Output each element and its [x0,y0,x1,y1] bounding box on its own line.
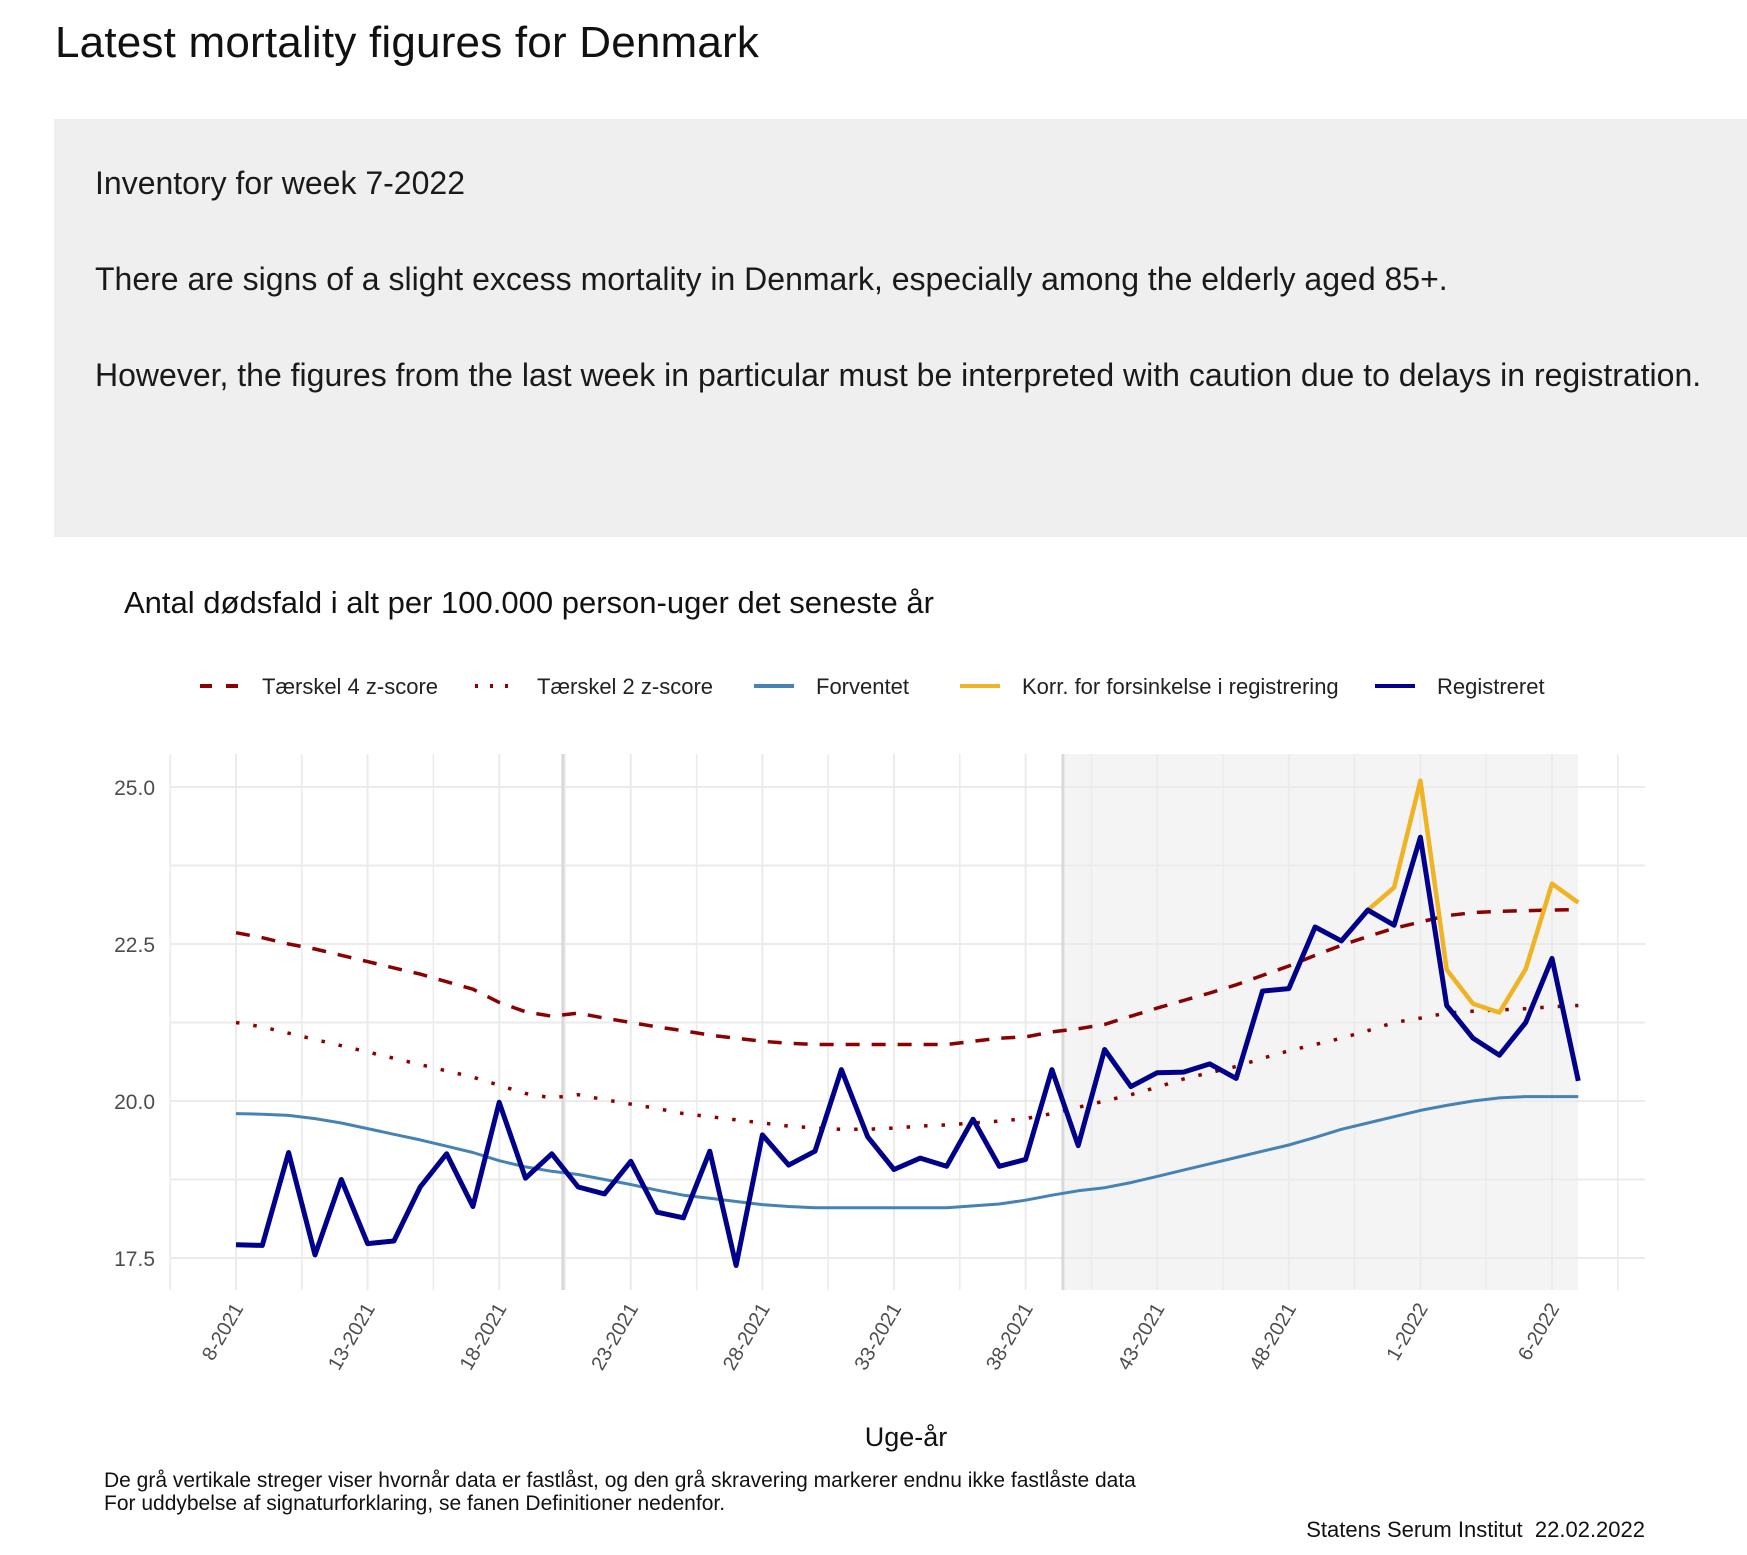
plot-panel [169,754,1645,1290]
x-tick-label: 8-2021 [198,1300,248,1365]
y-axis: 17.5 20.0 22.5 25.0 [114,777,155,1271]
x-axis-label: Uge-år [865,1422,948,1452]
x-tick-label: 1-2022 [1383,1300,1433,1365]
x-tick-label: 18-2021 [456,1300,512,1375]
info-box: Inventory for week 7-2022 There are sign… [54,119,1747,537]
series-line-forventet [235,1095,1579,1210]
y-tick-label: 17.5 [114,1248,155,1271]
page-title: Latest mortality figures for Denmark [55,18,760,67]
series-line-registreret [235,834,1581,1268]
legend-label: Tærskel 2 z-score [537,674,713,699]
x-tick-label: 6-2022 [1514,1300,1564,1365]
series-line-tærskel-2-z-score [235,1003,1579,1132]
series-line-korr-for-forsinkelse-i-registrering [1366,778,1580,1015]
footnote-2: For uddybelse af signaturforklaring, se … [104,1492,725,1515]
legend-label: Forventet [816,674,909,699]
legend: Tærskel 4 z-score Tærskel 2 z-score Forven… [200,674,1545,699]
footnote-1: De grå vertikale streger viser hvornår d… [104,1469,1136,1492]
legend-label: Tærskel 4 z-score [262,674,438,699]
legend-label: Registreret [1437,674,1545,699]
source-credit: Statens Serum Institut 22.02.2022 [1306,1517,1645,1542]
mortality-chart: Antal dødsfald i alt per 100.000 person-… [104,585,1645,1542]
chart-title: Antal dødsfald i alt per 100.000 person-… [124,585,934,620]
legend-label: Korr. for forsinkelse i registrering [1022,674,1339,699]
x-tick-label: 33-2021 [851,1300,907,1375]
series-line-tærskel-4-z-score [235,907,1579,1047]
info-paragraph-1: There are signs of a slight excess morta… [95,261,1448,297]
x-tick-label: 28-2021 [719,1300,775,1375]
x-tick-label: 48-2021 [1245,1300,1301,1375]
info-heading: Inventory for week 7-2022 [95,165,465,201]
y-tick-label: 25.0 [114,777,155,800]
y-tick-label: 22.5 [114,934,155,957]
x-tick-label: 23-2021 [587,1300,643,1375]
x-tick-label: 38-2021 [982,1300,1038,1375]
info-paragraph-2: However, the figures from the last week … [95,357,1702,393]
series-lines [235,778,1581,1268]
x-tick-label: 43-2021 [1114,1300,1170,1375]
y-tick-label: 20.0 [114,1091,155,1114]
x-tick-label: 13-2021 [324,1300,380,1375]
x-axis: 8-2021 13-2021 18-2021 23-2021 28-2021 33-202… [198,1300,1564,1375]
